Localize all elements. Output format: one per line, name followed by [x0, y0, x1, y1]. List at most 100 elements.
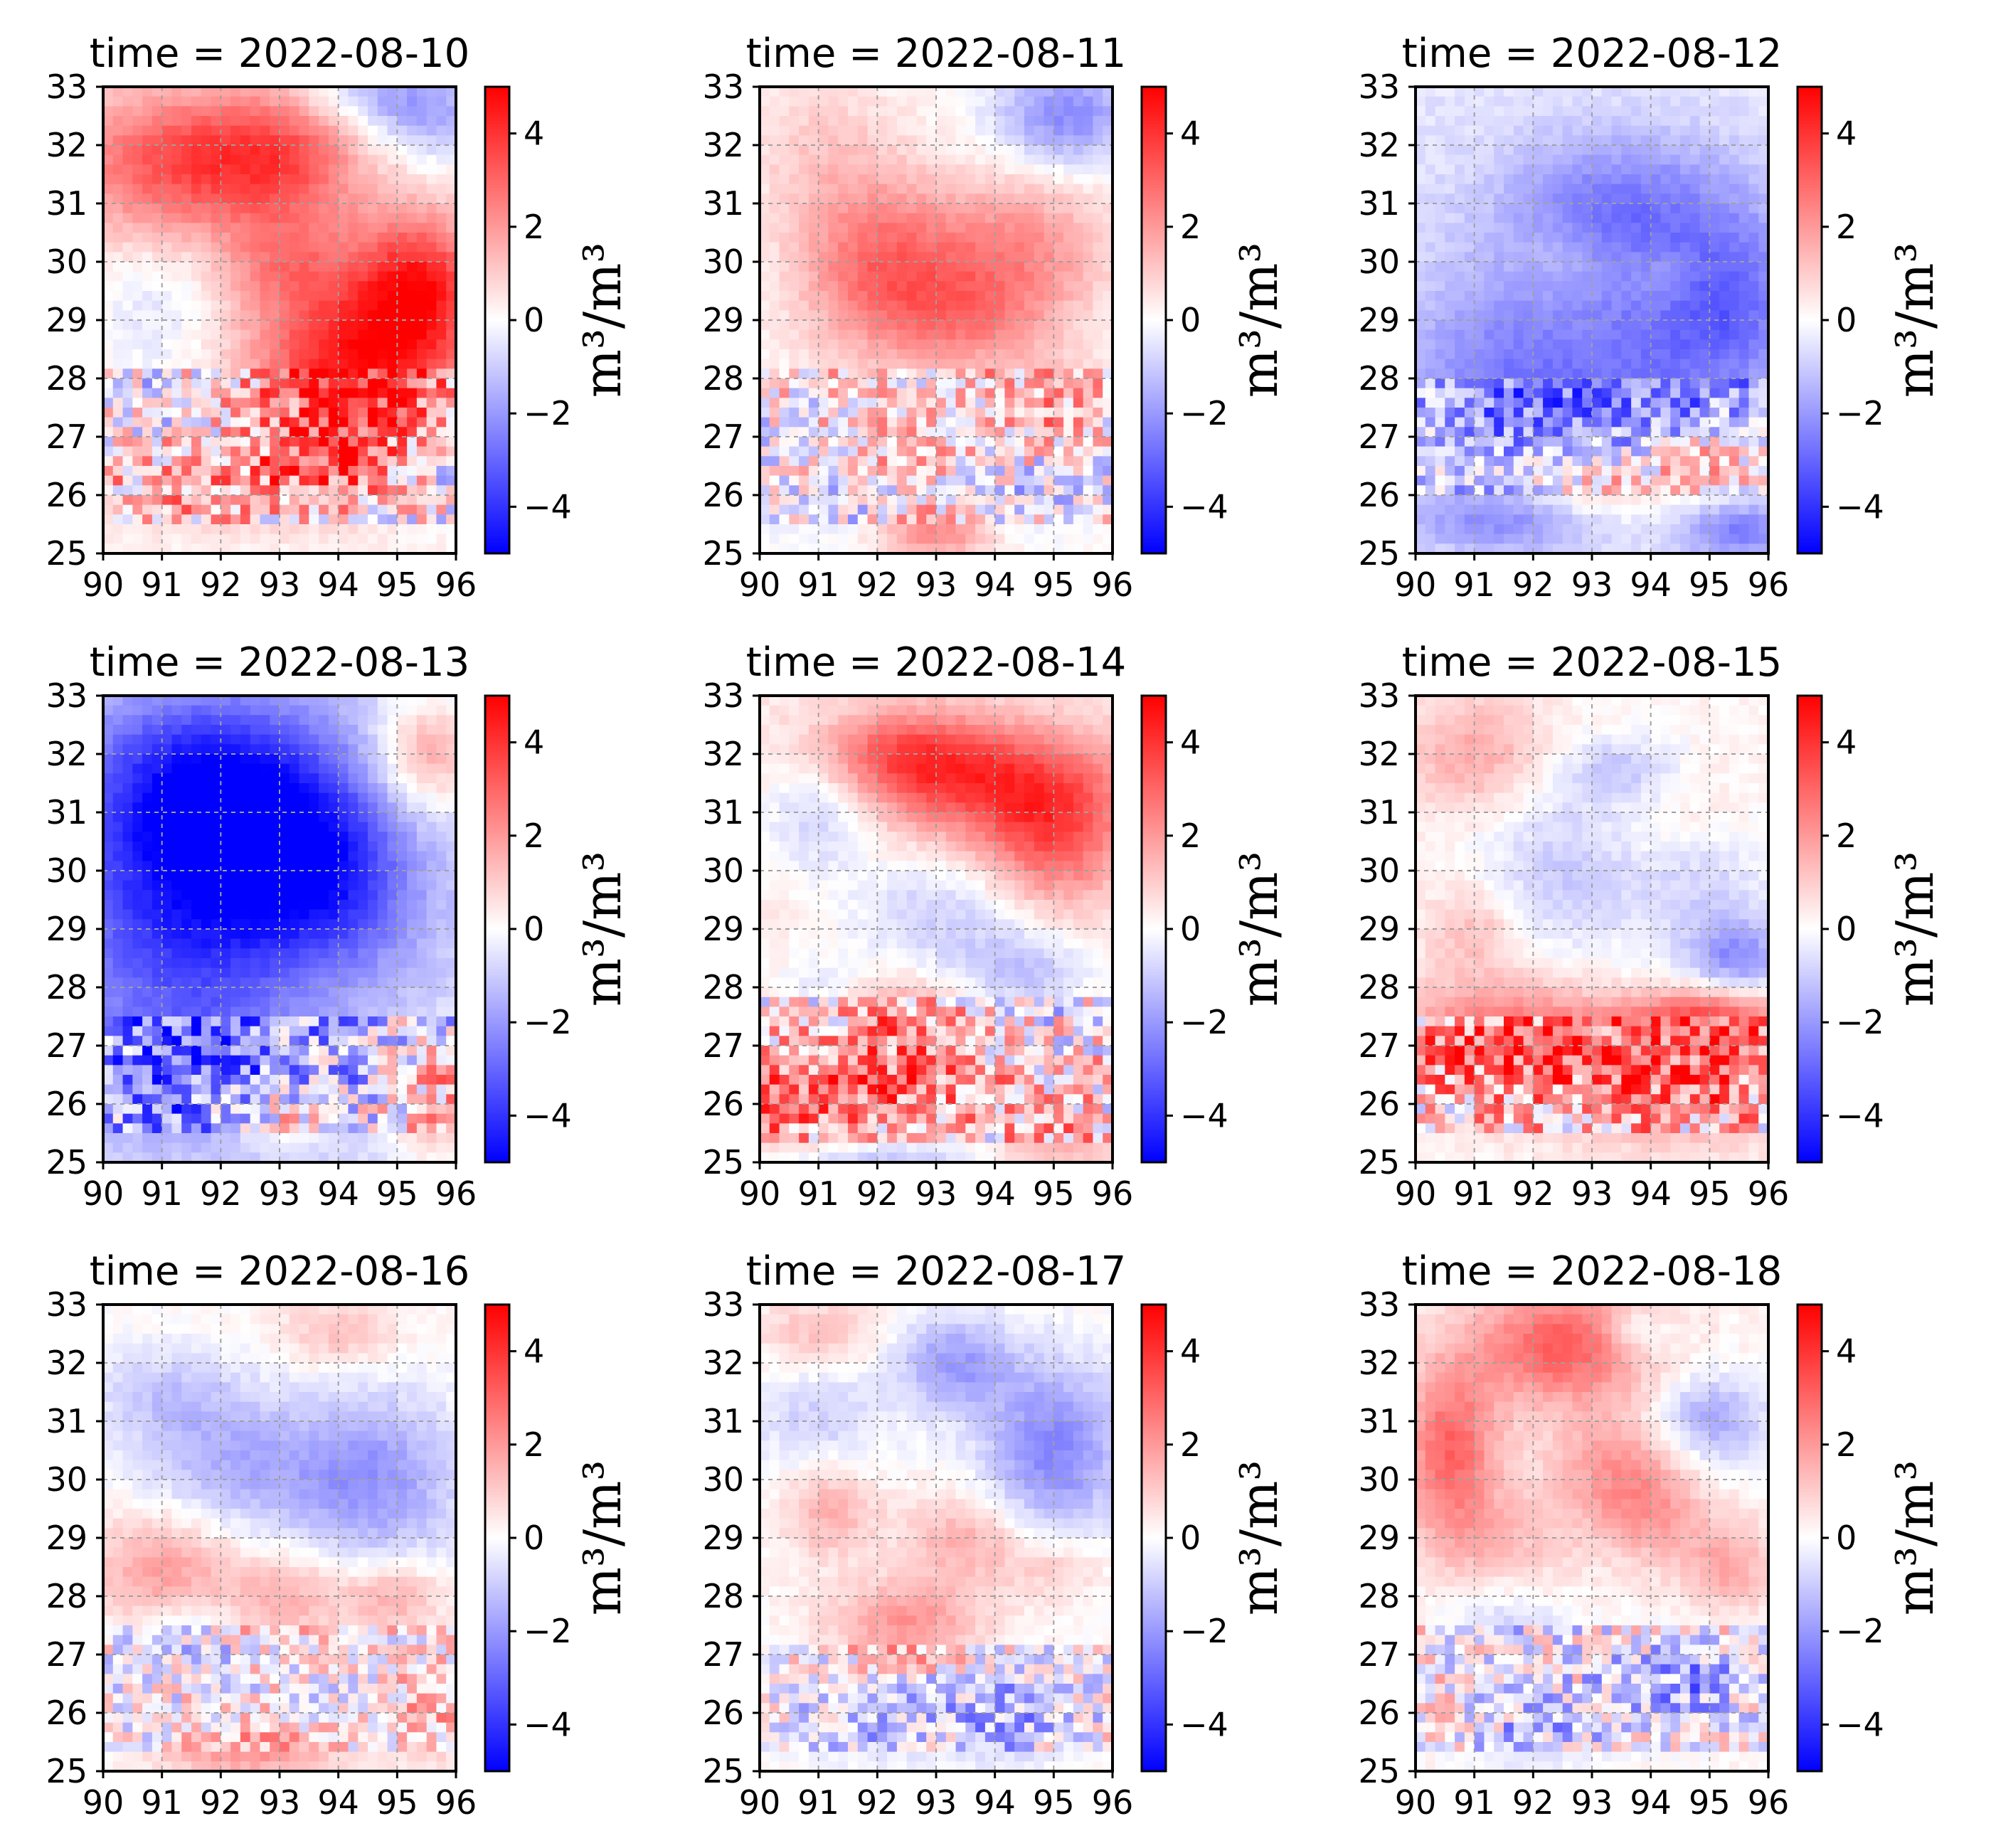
heatmap-cell [161, 116, 173, 127]
heatmap-cell [808, 291, 819, 302]
heatmap-cell [280, 437, 290, 447]
heatmap-cell [1073, 281, 1084, 292]
heatmap-cell [328, 388, 339, 398]
heatmap-cell [446, 408, 457, 418]
heatmap-cell [1435, 174, 1445, 185]
heatmap-cell [1073, 339, 1084, 350]
heatmap-cell [1611, 310, 1622, 321]
heatmap-cell [926, 514, 937, 525]
heatmap-cell [289, 174, 300, 185]
heatmap-cell [328, 310, 339, 321]
heatmap-cell [1572, 106, 1583, 117]
heatmap-cell [171, 533, 182, 544]
heatmap-cell [1631, 125, 1642, 136]
heatmap-cell [838, 87, 849, 97]
heatmap-cell [1552, 368, 1563, 379]
heatmap-cell [1650, 106, 1662, 117]
heatmap-cell [1083, 262, 1094, 272]
heatmap-cell [1523, 339, 1534, 350]
heatmap-cell [436, 233, 447, 243]
heatmap-cell [1044, 495, 1054, 506]
heatmap-cell [1024, 533, 1035, 544]
heatmap-cell [103, 349, 114, 360]
heatmap-cell [1103, 193, 1113, 204]
heatmap-cell [1034, 466, 1045, 477]
heatmap-cell [955, 466, 966, 477]
heatmap-cell [211, 281, 221, 292]
heatmap-cell [789, 514, 800, 525]
heatmap-cell [906, 349, 918, 360]
heatmap-cell [1455, 329, 1465, 340]
heatmap-cell [122, 475, 133, 486]
heatmap-cell [289, 368, 300, 379]
heatmap-cell [916, 378, 927, 389]
heatmap-cell [1592, 145, 1603, 156]
heatmap-cell [936, 96, 947, 107]
heatmap-cell [877, 145, 888, 156]
heatmap-cell [191, 281, 202, 292]
heatmap-cell [984, 329, 996, 340]
heatmap-cell [319, 145, 329, 156]
heatmap-cell [407, 485, 418, 496]
heatmap-cell [984, 359, 996, 369]
heatmap-cell [1699, 184, 1710, 194]
heatmap-cell [377, 485, 388, 496]
heatmap-cell [387, 223, 398, 233]
heatmap-cell [289, 125, 300, 136]
heatmap-cell [348, 475, 359, 486]
heatmap-cell [377, 291, 388, 302]
heatmap-cell [152, 485, 163, 496]
heatmap-cell [142, 213, 153, 223]
heatmap-cell [161, 252, 173, 262]
heatmap-cell [299, 466, 309, 477]
heatmap-cell [201, 87, 212, 97]
heatmap-cell [240, 320, 251, 331]
heatmap-cell [818, 437, 829, 447]
heatmap-cell [1572, 262, 1583, 272]
heatmap-cell [289, 300, 300, 311]
heatmap-cell [191, 320, 202, 331]
heatmap-cell [1601, 106, 1613, 117]
heatmap-cell [769, 427, 780, 437]
heatmap-cell [799, 427, 809, 437]
heatmap-cell [328, 154, 339, 165]
heatmap-cell [132, 203, 143, 214]
heatmap-cell [171, 320, 182, 331]
heatmap-cell [936, 252, 947, 262]
heatmap-cell [848, 87, 859, 97]
heatmap-cell [348, 193, 359, 204]
heatmap-cell [848, 524, 859, 535]
heatmap-cell [1631, 378, 1642, 389]
heatmap-cell [436, 359, 447, 369]
heatmap-cell [887, 310, 898, 321]
heatmap-cell [1719, 339, 1730, 350]
heatmap-cell [1024, 252, 1035, 262]
heatmap-cell [397, 106, 408, 117]
heatmap-cell [328, 446, 339, 457]
heatmap-cell [1103, 466, 1113, 477]
heatmap-cell [779, 125, 790, 136]
heatmap-cell [122, 242, 133, 253]
heatmap-cell [377, 310, 388, 321]
heatmap-cell [1592, 408, 1603, 418]
heatmap-cell [1073, 174, 1084, 185]
heatmap-cell [240, 262, 251, 272]
heatmap-cell [1044, 524, 1054, 535]
heatmap-cell [201, 543, 212, 554]
heatmap-cell [896, 262, 908, 272]
heatmap-cell [896, 271, 908, 282]
heatmap-cell [1504, 310, 1514, 321]
heatmap-cell [1024, 164, 1035, 175]
heatmap-cell [1513, 242, 1524, 253]
heatmap-cell [945, 417, 957, 428]
heatmap-cell [1093, 281, 1103, 292]
heatmap-cell [1533, 106, 1544, 117]
heatmap-cell [926, 466, 937, 477]
heatmap-cell [1758, 106, 1769, 117]
heatmap-cell [309, 184, 319, 194]
heatmap-cell [112, 271, 124, 282]
heatmap-cell [348, 203, 359, 214]
heatmap-cell [426, 543, 437, 554]
heatmap-cell [1592, 339, 1603, 350]
heatmap-cell [769, 300, 780, 311]
